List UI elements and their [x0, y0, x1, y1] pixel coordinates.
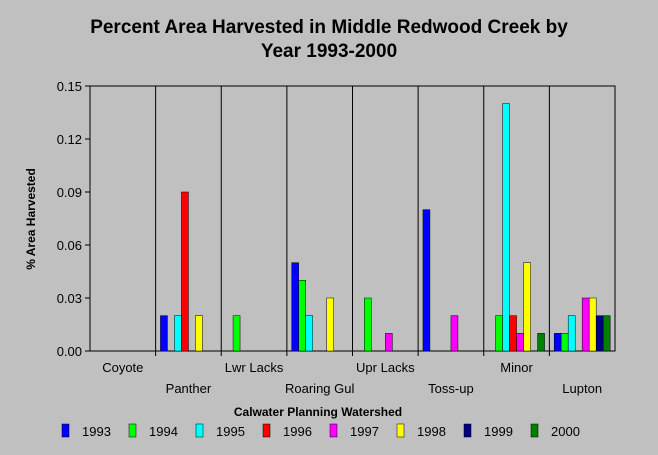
y-tick-label: 0.09: [57, 185, 82, 200]
bar-1995-panther: [174, 315, 182, 352]
legend: 1993 1994 1995 1996 1997 1998 1999 2000: [61, 423, 580, 439]
category-label: Toss-up: [428, 381, 474, 396]
bar-1997-toss-up: [450, 315, 459, 352]
bars-group: [160, 103, 611, 352]
bar-2000-minor: [537, 333, 545, 352]
legend-swatch-1998: [396, 423, 405, 438]
chart-title-line2: Year 1993-2000: [261, 41, 397, 62]
bar-1993-roaring-gul: [291, 262, 299, 352]
legend-swatch-1993: [61, 423, 70, 438]
legend-label-2000: 2000: [551, 424, 580, 439]
bar-2000-lupton: [602, 315, 611, 352]
bar-1994-lwr-lacks: [232, 315, 241, 352]
category-label: Minor: [500, 360, 533, 375]
bar-1998-minor: [523, 262, 531, 352]
legend-label-1997: 1997: [350, 424, 379, 439]
legend-swatch-1995: [195, 423, 204, 438]
legend-swatch-1999: [463, 423, 472, 438]
legend-label-1998: 1998: [417, 424, 446, 439]
category-label: Roaring Gul: [285, 381, 354, 396]
legend-label-1996: 1996: [283, 424, 312, 439]
bar-1998-panther: [195, 315, 203, 352]
legend-label-1999: 1999: [484, 424, 513, 439]
bar-1993-lupton: [553, 333, 562, 352]
bar-1998-lupton: [588, 297, 597, 352]
legend-swatch-1997: [329, 423, 338, 438]
legend-swatch-1994: [128, 423, 137, 438]
bar-1995-minor: [502, 103, 510, 352]
gridlines: [155, 86, 550, 356]
y-tick-label: 0.06: [57, 238, 82, 253]
legend-label-1994: 1994: [149, 424, 178, 439]
category-label: Lupton: [562, 381, 602, 396]
bar-1997-minor: [516, 333, 524, 352]
bar-1995-lupton: [567, 315, 576, 352]
y-axis-title: % Area Harvested: [24, 168, 38, 270]
legend-label-1995: 1995: [216, 424, 245, 439]
bar-1997-upr-lacks: [385, 333, 393, 352]
bar-1996-panther: [181, 191, 189, 352]
legend-label-1993: 1993: [82, 424, 111, 439]
x-axis-title: Calwater Planning Watershed: [234, 405, 402, 419]
chart-title-line1: Percent Area Harvested in Middle Redwood…: [90, 17, 568, 38]
y-tick-label: 0.03: [57, 291, 82, 306]
category-label: Coyote: [102, 360, 143, 375]
legend-swatch-1996: [262, 423, 271, 438]
bar-1997-lupton: [581, 297, 590, 352]
y-tick-label: 0.15: [57, 79, 82, 94]
legend-swatch-2000: [530, 423, 539, 438]
bar-1994-lupton: [560, 333, 569, 352]
bar-1994-upr-lacks: [364, 297, 372, 352]
category-label: Upr Lacks: [356, 360, 415, 375]
bar-1995-roaring-gul: [305, 315, 313, 352]
category-label: Panther: [166, 381, 212, 396]
category-label: Lwr Lacks: [225, 360, 284, 375]
bar-1994-minor: [495, 315, 503, 352]
bar-1993-toss-up: [422, 209, 431, 352]
y-tick-label: 0.00: [57, 344, 82, 359]
bar-1993-panther: [160, 315, 168, 352]
y-tick-label: 0.12: [57, 132, 82, 147]
bar-1998-roaring-gul: [326, 297, 334, 352]
bar-1994-roaring-gul: [298, 280, 306, 352]
bar-1996-minor: [509, 315, 517, 352]
y-axis-ticks: 0.00 0.03 0.06 0.09 0.12 0.15: [57, 79, 90, 359]
bar-1999-lupton: [595, 315, 604, 352]
